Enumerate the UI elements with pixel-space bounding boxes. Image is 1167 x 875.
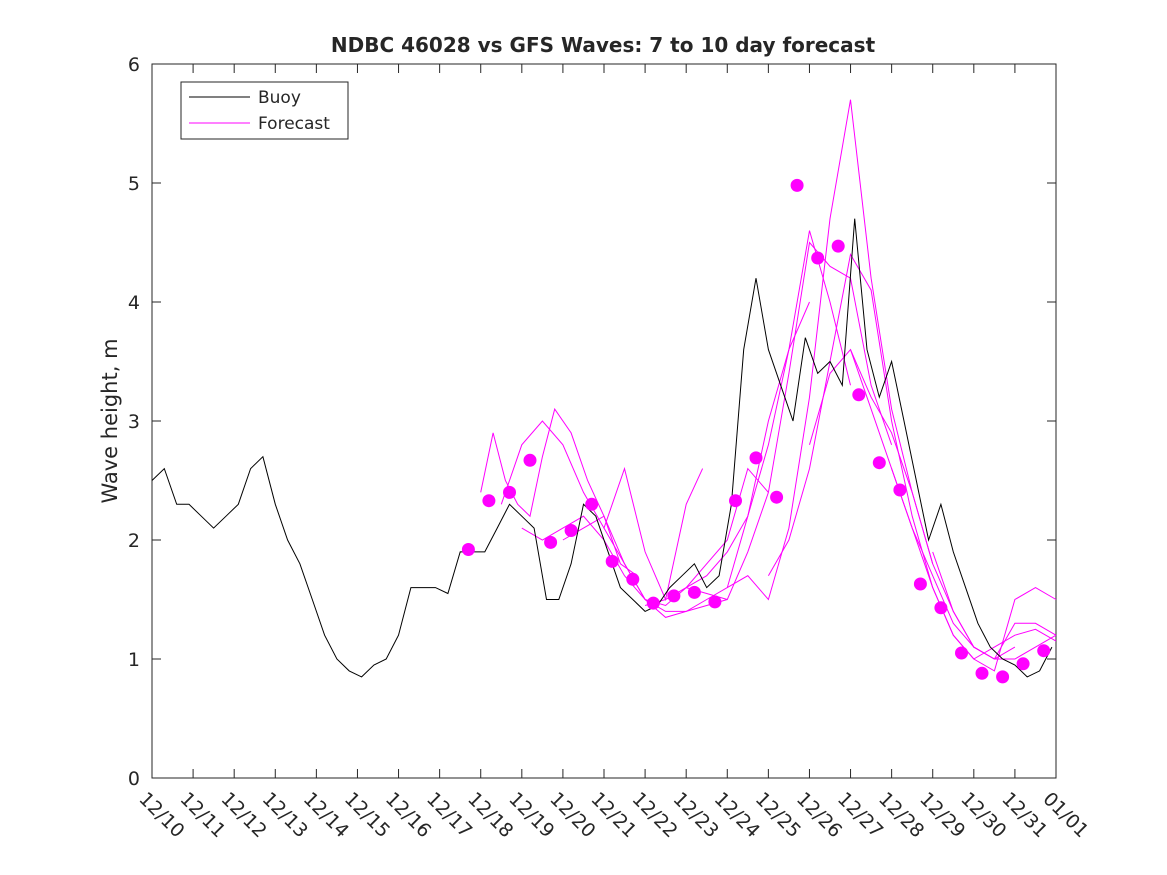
forecast-point — [831, 239, 845, 253]
forecast-line — [727, 99, 934, 601]
forecast-point — [729, 494, 742, 508]
forecast-points — [461, 178, 1051, 684]
forecast-line — [603, 301, 810, 618]
legend: Buoy Forecast — [180, 81, 349, 140]
forecast-line — [973, 628, 1057, 660]
y-tick-label: 2 — [128, 530, 140, 552]
forecast-point — [790, 178, 804, 192]
forecast-point — [667, 589, 681, 603]
buoy-line — [151, 218, 1053, 678]
forecast-point — [975, 666, 989, 680]
forecast-point — [503, 485, 516, 499]
y-tick-label: 1 — [128, 649, 140, 671]
forecast-line — [850, 349, 1057, 660]
chart-title: NDBC 46028 vs GFS Waves: 7 to 10 day for… — [331, 33, 876, 57]
forecast-point — [893, 483, 907, 497]
forecast-point — [605, 554, 619, 568]
forecast-point — [544, 535, 558, 549]
forecast-point — [955, 646, 968, 660]
y-axis-label: Wave height, m — [98, 338, 122, 503]
y-tick-label: 3 — [128, 411, 140, 433]
forecast-point — [708, 595, 722, 609]
forecast-line — [480, 407, 638, 577]
forecast-point — [811, 251, 825, 265]
forecast-point — [461, 543, 475, 556]
forecast-point — [646, 596, 660, 610]
forecast-point — [1037, 644, 1051, 658]
forecast-line — [686, 241, 893, 601]
forecast-point — [564, 524, 578, 537]
y-tick-label: 4 — [128, 292, 140, 314]
buoy-series — [151, 218, 1053, 678]
forecast-point — [913, 577, 927, 591]
forecast-point — [523, 453, 537, 467]
forecast-point — [872, 456, 886, 470]
legend-buoy-label: Buoy — [258, 88, 301, 108]
forecast-point — [770, 490, 784, 504]
forecast-point — [1016, 657, 1030, 671]
forecast-point — [482, 494, 496, 508]
y-tick-label: 5 — [128, 173, 140, 195]
legend-forecast-label: Forecast — [258, 114, 330, 134]
forecast-point — [687, 585, 701, 599]
y-tick-label: 0 — [128, 768, 140, 790]
forecast-point — [996, 670, 1010, 684]
forecast-line — [932, 551, 1057, 660]
forecast-point — [585, 497, 599, 511]
y-tick-label: 6 — [128, 54, 140, 76]
forecast-point — [852, 388, 866, 402]
forecast-point — [626, 572, 640, 586]
legend-box — [180, 81, 349, 140]
forecast-point — [934, 601, 948, 615]
forecast-point — [749, 451, 763, 465]
y-axis-ticks: 0 1 2 3 4 5 6 — [128, 54, 1056, 790]
forecast-line — [521, 515, 728, 612]
